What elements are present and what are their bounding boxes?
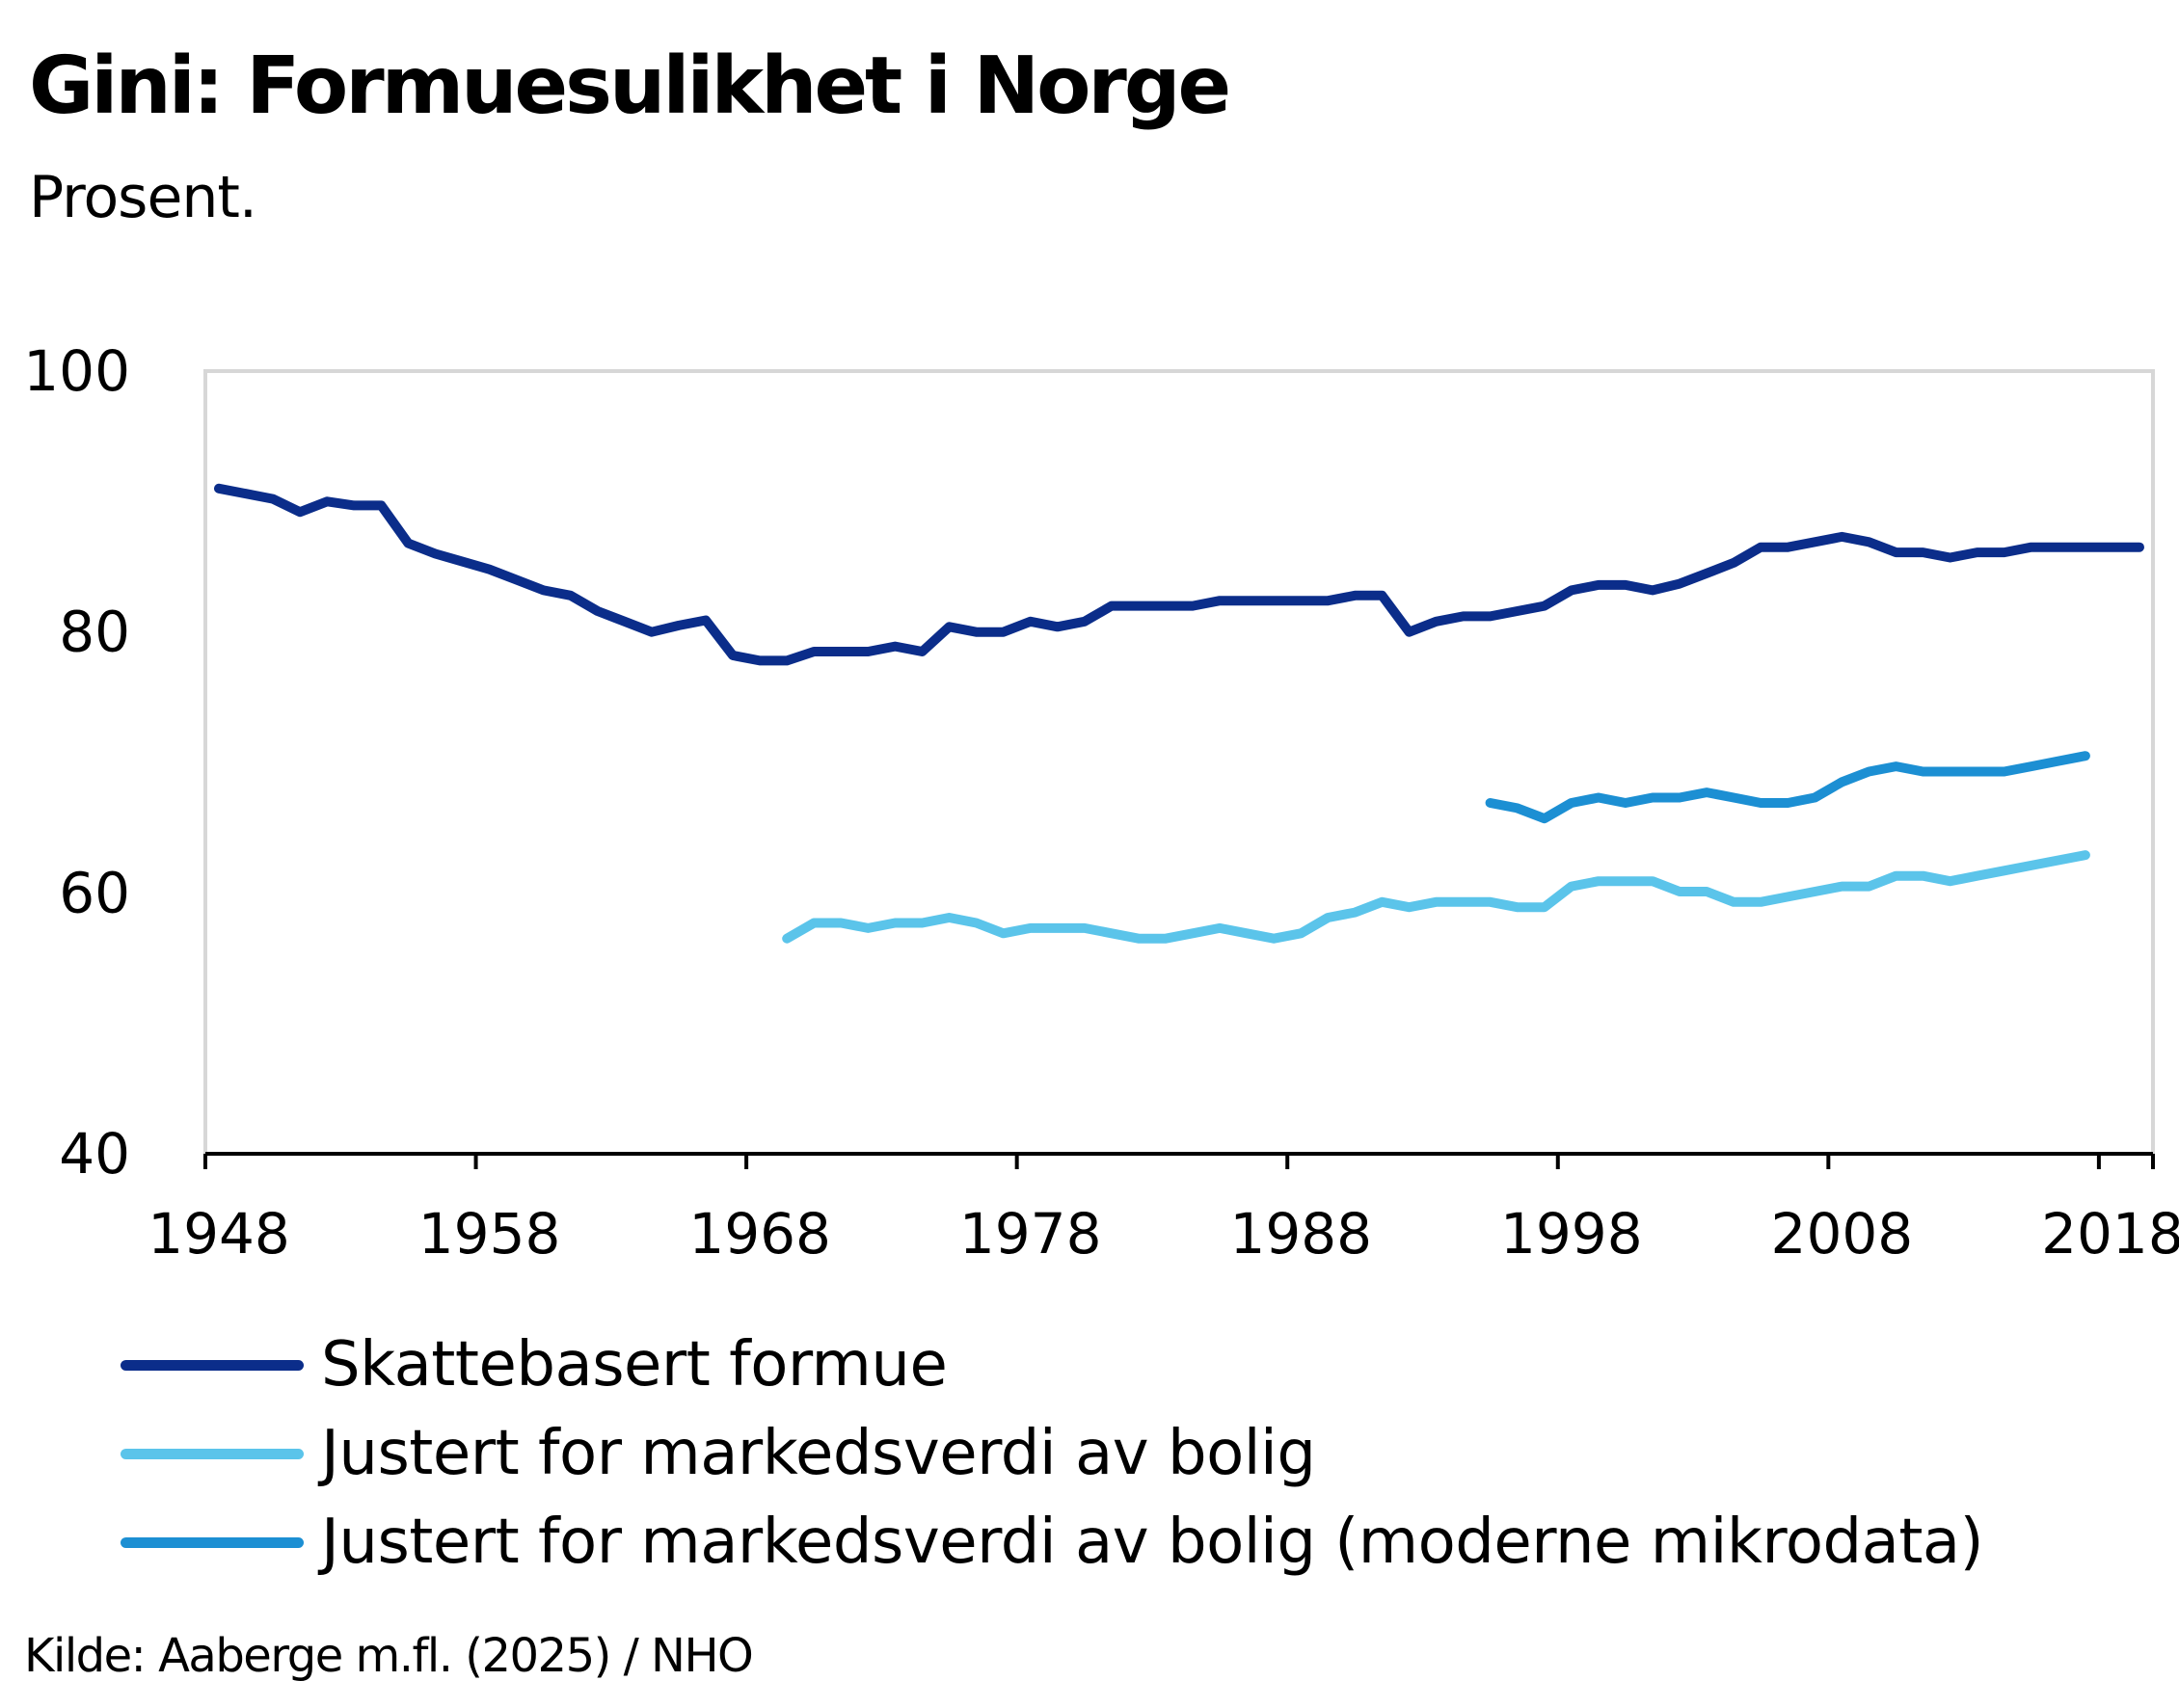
series-line-0 [214, 483, 2144, 666]
source-note: Kilde: Aaberge m.fl. (2025) / NHO [24, 1629, 754, 1683]
x-tick-label: 2018 [2041, 1201, 2179, 1267]
legend-item-justert: Justert for markedsverdi av bolig [121, 1409, 1983, 1498]
y-tick-label: 60 [59, 860, 130, 925]
series-lines [214, 483, 2144, 944]
x-tick-label: 1988 [1229, 1201, 1372, 1267]
legend-label-justert-moderne: Justert for markedsverdi av bolig (moder… [321, 1507, 1984, 1578]
x-tick-label: 1958 [418, 1201, 561, 1267]
x-tick-label: 1978 [959, 1201, 1102, 1267]
legend-label-skattebasert: Skattebasert formue [321, 1329, 948, 1401]
x-tick-label: 1998 [1500, 1201, 1643, 1267]
legend-item-justert-moderne: Justert for markedsverdi av bolig (moder… [121, 1498, 1984, 1587]
chart-subtitle: Prosent. [29, 164, 257, 231]
line-chart: 40 60 80 100 1948 1958 1968 1978 1988 1998 2008 20… [23, 338, 2179, 1267]
legend-item-skattebasert: Skattebasert formue [121, 1321, 1983, 1409]
legend-swatch-justert-moderne [121, 1536, 304, 1548]
x-axis-ticks: 1948 1958 1968 1978 1988 1998 2008 2018 [148, 1154, 2179, 1267]
legend-swatch-justert [121, 1448, 304, 1459]
legend-label-justert: Justert for markedsverdi av bolig [321, 1418, 1316, 1489]
y-tick-labels: 40 60 80 100 [23, 338, 130, 1187]
y-tick-label: 40 [59, 1121, 130, 1187]
series-line-2 [1485, 751, 2090, 824]
y-tick-label: 80 [59, 600, 130, 665]
legend-swatch-skattebasert [121, 1359, 304, 1371]
x-tick-label: 1948 [148, 1201, 290, 1267]
legend: Skattebasert formue Justert for markedsv… [121, 1321, 1984, 1587]
series-line-1 [782, 850, 2090, 944]
plot-frame [203, 369, 2155, 1156]
chart-title: Gini: Formuesulikhet i Norge [29, 40, 1231, 132]
x-tick-label: 2008 [1771, 1201, 1914, 1267]
x-tick-label: 1968 [688, 1201, 831, 1267]
y-tick-label: 100 [23, 338, 130, 404]
